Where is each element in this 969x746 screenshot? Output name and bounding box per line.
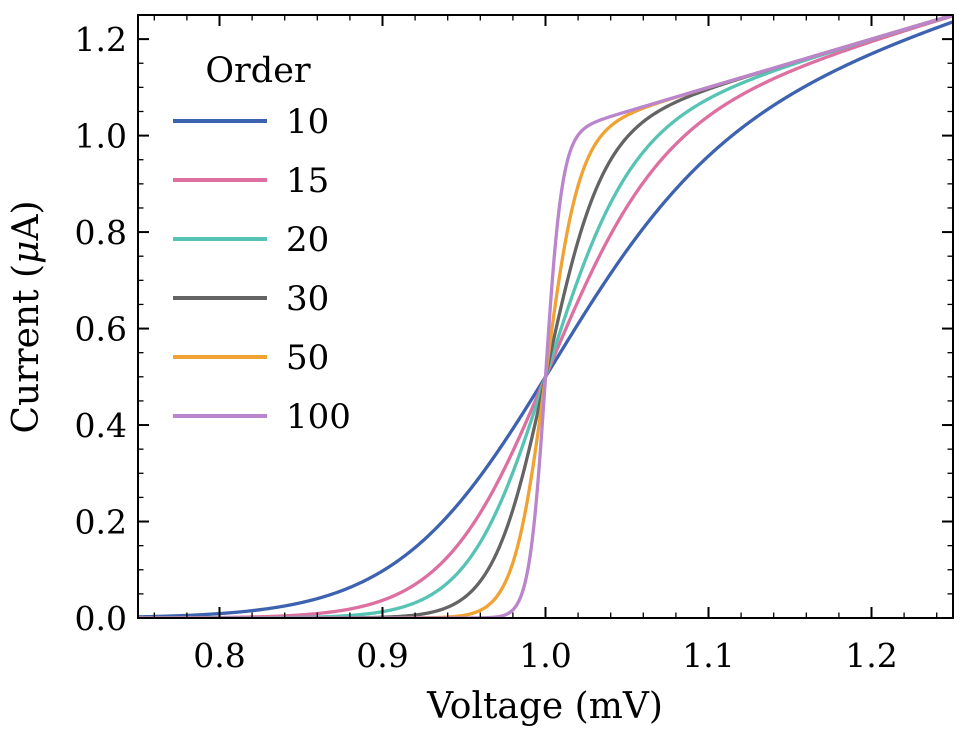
legend: Order 10 15 20 30 50 100 <box>173 51 351 437</box>
x-axis-label: Voltage (mV) <box>426 686 663 727</box>
legend-label-10: 10 <box>286 102 329 142</box>
y-tick-label: 0.6 <box>75 310 127 349</box>
y-tick-label: 1.2 <box>75 20 127 59</box>
legend-label-30: 30 <box>286 279 329 319</box>
x-tick-label: 0.8 <box>193 636 245 675</box>
plot-area: 0.8 0.9 1.0 1.1 1.2 0.0 0.2 0.4 0.6 0.8 1.0 1.2 Curr… <box>6 14 954 675</box>
legend-entry-order-15: 15 <box>173 161 329 201</box>
x-tick-label: 0.9 <box>356 636 408 675</box>
legend-entry-order-20: 20 <box>173 220 329 260</box>
y-tick-label: 0.2 <box>75 503 127 542</box>
y-tick-label: 0.0 <box>75 599 127 638</box>
mu-symbol: μ <box>6 241 47 264</box>
curve-order-50 <box>138 15 953 618</box>
legend-entry-order-10: 10 <box>173 102 329 142</box>
x-tick-label: 1.0 <box>519 636 571 675</box>
x-tick-label: 1.1 <box>682 636 734 675</box>
legend-entry-order-50: 50 <box>173 338 329 378</box>
legend-entry-order-100: 100 <box>173 397 351 437</box>
legend-entry-order-30: 30 <box>173 279 329 319</box>
y-tick-label: 1.0 <box>75 117 127 156</box>
curve-order-10 <box>138 20 953 618</box>
legend-label-15: 15 <box>286 161 329 201</box>
curve-order-20 <box>138 15 953 618</box>
legend-title: Order <box>205 51 311 91</box>
curve-order-15 <box>138 15 953 618</box>
legend-entries: 10 15 20 30 50 100 <box>173 102 351 437</box>
plot-frame <box>137 14 954 619</box>
y-tick-label: 0.8 <box>75 213 127 252</box>
legend-label-50: 50 <box>286 338 329 378</box>
x-tick-label: 1.2 <box>845 636 897 675</box>
y-tick-label: 0.4 <box>75 406 127 445</box>
curve-order-30 <box>138 15 953 618</box>
y-axis-label: Current (μA) <box>6 200 47 433</box>
curve-order-100 <box>138 15 953 618</box>
legend-label-20: 20 <box>286 220 329 260</box>
curve-group <box>138 15 953 618</box>
legend-label-100: 100 <box>286 397 351 437</box>
